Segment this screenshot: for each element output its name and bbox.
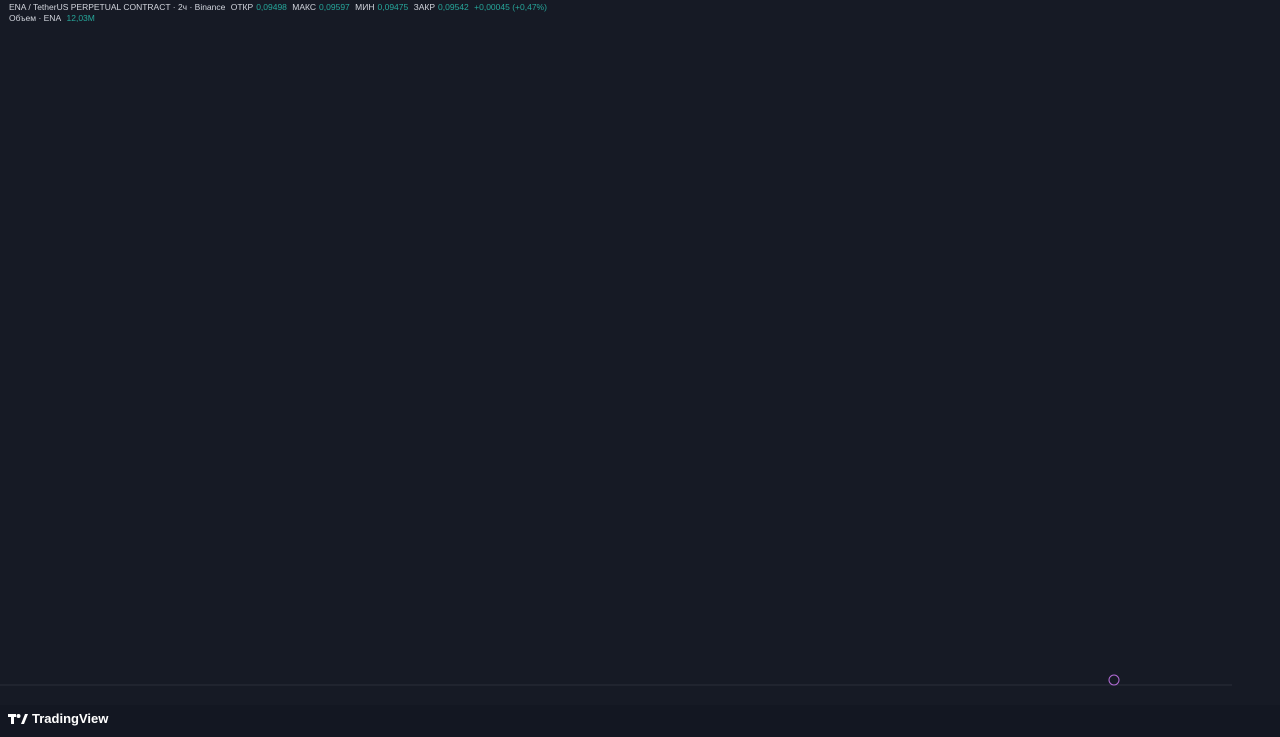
- brand-name: TradingView: [32, 711, 109, 726]
- price-axis-background: [1232, 0, 1280, 705]
- close-value: 0,09542: [438, 2, 469, 12]
- high-label: МАКС: [292, 2, 317, 12]
- chart-background: [0, 0, 1280, 705]
- low-value: 0,09475: [377, 2, 409, 12]
- brand[interactable]: TradingView: [8, 711, 108, 726]
- brand-logo: [8, 713, 28, 724]
- open-label: ОТКР: [230, 2, 254, 12]
- high-value: 0,09597: [319, 2, 350, 12]
- legend: ENA / TetherUS PERPETUAL CONTRACT · 2ч ·…: [9, 2, 550, 24]
- low-label: МИН: [355, 2, 375, 12]
- symbol: ENA / TetherUS PERPETUAL CONTRACT · 2ч ·…: [9, 2, 226, 12]
- volume-value: 12,03M: [66, 13, 95, 23]
- open-value: 0,09498: [256, 2, 287, 12]
- volume-title: Объем · ENA: [9, 13, 62, 23]
- symbol-row: ENA / TetherUS PERPETUAL CONTRACT · 2ч ·…: [9, 2, 550, 13]
- close-label: ЗАКР: [413, 2, 436, 12]
- volume-row: Объем · ENA 12,03M: [9, 13, 550, 24]
- change: +0,00045 (+0,47%): [474, 2, 547, 12]
- alert-icon[interactable]: [1108, 674, 1120, 686]
